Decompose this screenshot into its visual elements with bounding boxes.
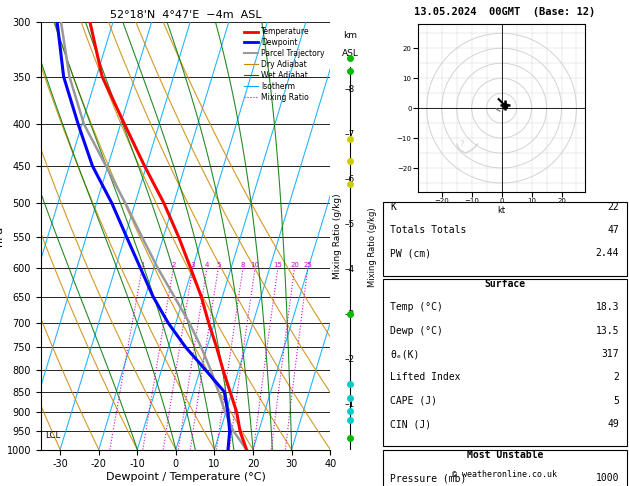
Text: Mixing Ratio (g/kg): Mixing Ratio (g/kg) [333, 193, 342, 278]
Bar [383, 279, 626, 446]
Text: Totals Totals: Totals Totals [391, 225, 467, 235]
Text: 22: 22 [608, 202, 619, 212]
Text: CAPE (J): CAPE (J) [391, 396, 438, 406]
Text: Temp (°C): Temp (°C) [391, 302, 443, 312]
Text: 13.05.2024  00GMT  (Base: 12): 13.05.2024 00GMT (Base: 12) [414, 7, 596, 17]
Text: 2: 2 [171, 262, 175, 268]
Text: –4: –4 [345, 265, 355, 274]
Text: 49: 49 [608, 419, 619, 429]
Text: 47: 47 [608, 225, 619, 235]
Text: K: K [391, 202, 396, 212]
Text: 8: 8 [241, 262, 245, 268]
Text: –1: –1 [345, 400, 355, 409]
Text: 4: 4 [205, 262, 209, 268]
Text: –8: –8 [345, 85, 355, 94]
Text: –5: –5 [345, 220, 355, 229]
Text: 2: 2 [613, 372, 619, 382]
Text: –2: –2 [345, 355, 355, 364]
Legend: Temperature, Dewpoint, Parcel Trajectory, Dry Adiabat, Wet Adiabat, Isotherm, Mi: Temperature, Dewpoint, Parcel Trajectory… [242, 26, 326, 103]
Text: 2.44: 2.44 [596, 248, 619, 259]
Title: 52°18'N  4°47'E  −4m  ASL: 52°18'N 4°47'E −4m ASL [109, 10, 262, 20]
Text: PW (cm): PW (cm) [391, 248, 431, 259]
Text: Pressure (mb): Pressure (mb) [391, 473, 467, 483]
Text: © weatheronline.co.uk: © weatheronline.co.uk [452, 469, 557, 479]
Text: ASL: ASL [342, 49, 359, 58]
Bar [383, 450, 626, 486]
Text: 1000: 1000 [596, 473, 619, 483]
Text: 13.5: 13.5 [596, 326, 619, 336]
Bar [383, 202, 626, 276]
Text: –7: –7 [345, 130, 355, 139]
Text: 25: 25 [303, 262, 312, 268]
Text: Most Unstable: Most Unstable [467, 450, 543, 460]
Text: 20: 20 [290, 262, 299, 268]
Text: 5: 5 [216, 262, 220, 268]
Text: 3: 3 [191, 262, 195, 268]
Text: –6: –6 [345, 175, 355, 184]
Y-axis label: hPa: hPa [0, 226, 4, 246]
Text: Lifted Index: Lifted Index [391, 372, 461, 382]
Text: 317: 317 [601, 349, 619, 359]
Text: ?: ? [460, 140, 464, 149]
Text: 18.3: 18.3 [596, 302, 619, 312]
Text: θₑ(K): θₑ(K) [391, 349, 420, 359]
Text: Surface: Surface [484, 279, 525, 289]
Text: –3: –3 [345, 310, 355, 319]
Text: 1: 1 [140, 262, 145, 268]
Text: Dewp (°C): Dewp (°C) [391, 326, 443, 336]
Text: km: km [343, 31, 357, 40]
Text: Mixing Ratio (g/kg): Mixing Ratio (g/kg) [367, 207, 377, 287]
Text: LCL: LCL [45, 431, 60, 440]
Text: 5: 5 [613, 396, 619, 406]
Text: CIN (J): CIN (J) [391, 419, 431, 429]
Text: 10: 10 [250, 262, 260, 268]
X-axis label: kt: kt [498, 206, 506, 215]
X-axis label: Dewpoint / Temperature (°C): Dewpoint / Temperature (°C) [106, 472, 265, 482]
Text: 15: 15 [274, 262, 282, 268]
